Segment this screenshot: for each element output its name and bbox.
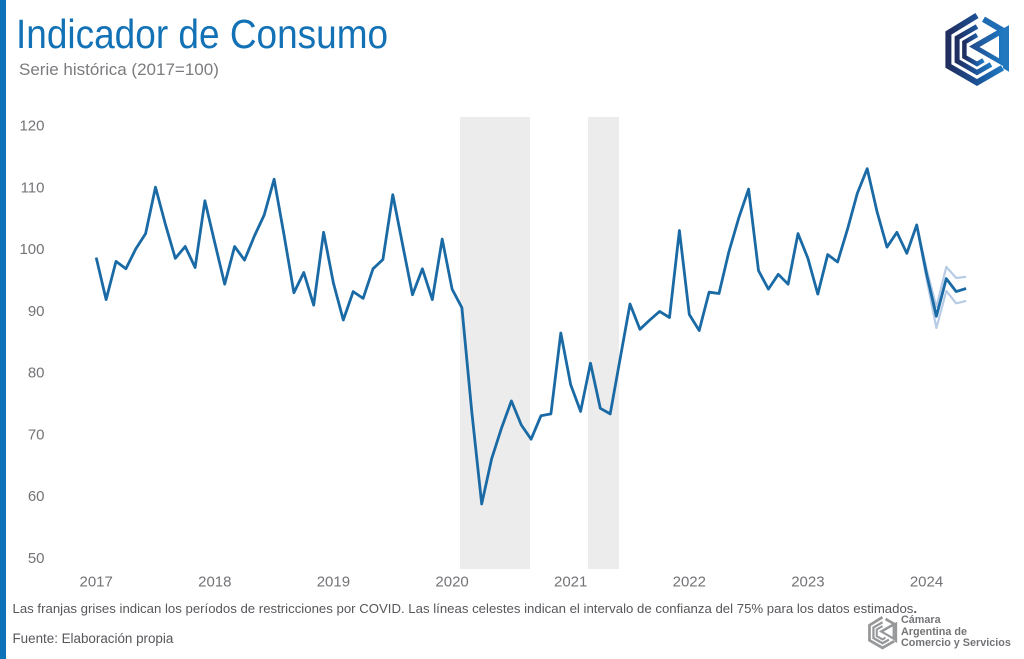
svg-text:2022: 2022 [673, 574, 706, 591]
svg-text:2021: 2021 [554, 574, 587, 591]
svg-text:50: 50 [28, 550, 45, 567]
svg-text:2023: 2023 [791, 574, 824, 591]
svg-text:2018: 2018 [198, 574, 231, 591]
svg-text:70: 70 [28, 426, 45, 443]
svg-text:2019: 2019 [317, 574, 350, 591]
svg-text:80: 80 [28, 365, 45, 382]
svg-text:90: 90 [28, 303, 45, 320]
svg-text:2020: 2020 [435, 574, 468, 591]
svg-text:2024: 2024 [910, 574, 943, 591]
svg-text:100: 100 [19, 241, 44, 258]
svg-text:110: 110 [21, 179, 45, 196]
svg-text:60: 60 [28, 488, 45, 505]
svg-text:120: 120 [19, 118, 44, 135]
svg-text:2017: 2017 [80, 574, 113, 591]
